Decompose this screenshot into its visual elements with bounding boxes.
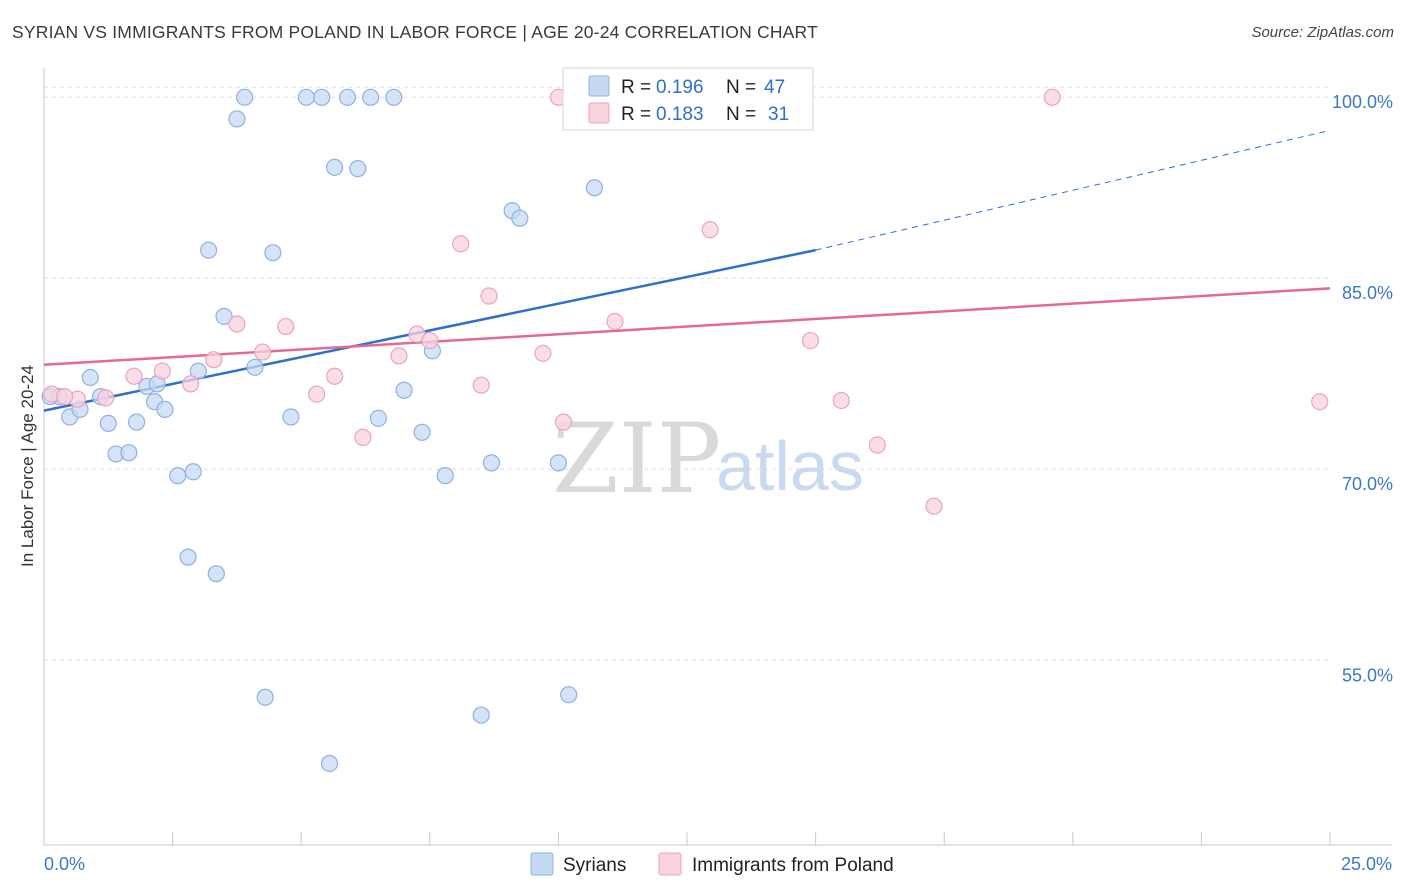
syrians-trend-extension xyxy=(815,129,1331,251)
legend-label-syrians: Syrians xyxy=(563,855,626,876)
syrians-point xyxy=(326,158,344,176)
syrians-point xyxy=(120,444,138,462)
stats-legend: R = 0.196 N = 47 R = 0.183 N = 31 xyxy=(562,67,814,131)
poland-point xyxy=(606,312,624,331)
poland-point xyxy=(801,331,820,350)
syrians-point xyxy=(215,307,233,325)
syrians-point xyxy=(369,409,387,427)
y-tick-label: 85.0% xyxy=(1342,283,1393,303)
x-tick-labels: 0.0% 25.0% xyxy=(44,854,1392,874)
stats-legend-n-value-1: 47 xyxy=(764,77,785,98)
syrians-point xyxy=(81,368,99,387)
poland-point xyxy=(1311,393,1329,411)
poland-point xyxy=(472,376,490,394)
syrians-point xyxy=(207,565,225,583)
x-tick-label-max: 25.0% xyxy=(1341,854,1392,874)
y-tick-label: 100.0% xyxy=(1332,92,1393,112)
stats-legend-r-value-2: 0.183 xyxy=(656,104,704,125)
watermark: ZIP atlas xyxy=(552,403,864,515)
stats-legend-r-label-1: R = xyxy=(621,77,651,98)
trend-lines xyxy=(43,129,1331,412)
syrians-point xyxy=(413,423,431,441)
syrians-point xyxy=(189,362,207,380)
poland-point xyxy=(153,362,171,380)
y-tick-label: 70.0% xyxy=(1342,474,1393,494)
syrians-trend-line xyxy=(43,248,816,412)
syrians-point xyxy=(320,754,339,773)
syrians-point xyxy=(200,241,218,259)
syrians-point xyxy=(228,110,246,128)
poland-point xyxy=(554,413,573,431)
chart-title: SYRIAN VS IMMIGRANTS FROM POLAND IN LABO… xyxy=(12,22,818,42)
poland-point xyxy=(354,428,372,446)
syrians-point xyxy=(99,414,117,432)
syrians-point xyxy=(246,358,264,376)
poland-point xyxy=(534,344,552,362)
poland-point xyxy=(701,221,719,239)
axes xyxy=(43,68,1392,846)
syrians-point xyxy=(313,88,331,106)
poland-point xyxy=(277,317,295,336)
poland-point xyxy=(421,331,439,350)
syrians-point xyxy=(472,706,490,724)
series-legend: Syrians Immigrants from Poland xyxy=(530,852,894,876)
syrians-point xyxy=(256,688,274,706)
syrians-point xyxy=(560,686,578,704)
legend-swatch-syrians xyxy=(530,852,554,876)
poland-point xyxy=(308,385,326,403)
poland-point xyxy=(925,497,943,515)
syrians-point xyxy=(156,400,174,418)
syrians-point xyxy=(127,413,146,431)
syrians-point xyxy=(169,467,187,485)
syrians-point xyxy=(179,548,197,566)
poland-point xyxy=(228,315,246,333)
poland-point xyxy=(480,287,498,305)
watermark-atlas: atlas xyxy=(716,427,864,505)
stats-legend-n-value-2: 31 xyxy=(768,104,789,125)
syrians-point xyxy=(549,454,568,472)
poland-point xyxy=(1043,88,1061,106)
stats-legend-n-label-2: N = xyxy=(726,104,756,125)
syrians-point xyxy=(338,88,357,106)
stats-legend-swatch-syrians xyxy=(588,75,610,97)
syrians-point xyxy=(436,467,454,485)
poland-point xyxy=(868,436,886,454)
poland-point xyxy=(97,389,115,407)
stats-legend-n-label-1: N = xyxy=(726,77,756,98)
poland-point xyxy=(832,391,850,410)
syrians-point xyxy=(385,88,403,106)
syrians-point xyxy=(184,463,202,481)
legend-swatch-poland xyxy=(658,852,682,876)
x-tick-label-min: 0.0% xyxy=(44,854,85,874)
syrians-point xyxy=(264,244,282,262)
stats-legend-r-label-2: R = xyxy=(621,104,651,125)
syrians-point xyxy=(482,454,501,472)
syrians-point xyxy=(282,408,300,426)
poland-point xyxy=(125,367,143,385)
syrians-point xyxy=(236,88,254,106)
stats-legend-swatch-poland xyxy=(588,102,610,124)
poland-point xyxy=(390,347,408,365)
source-label: Source: ZipAtlas.com xyxy=(1251,24,1394,41)
stats-legend-r-value-1: 0.196 xyxy=(656,77,704,98)
watermark-zip: ZIP xyxy=(552,403,721,515)
poland-point xyxy=(205,351,223,369)
syrians-point xyxy=(511,209,529,227)
y-tick-label: 55.0% xyxy=(1342,665,1393,685)
syrians-point xyxy=(362,88,380,106)
poland-point xyxy=(254,343,272,361)
legend-label-poland: Immigrants from Poland xyxy=(692,855,894,876)
poland-point xyxy=(326,367,344,385)
syrians-point xyxy=(585,179,604,197)
poland-point xyxy=(452,235,470,253)
y-tick-labels: 55.0% 70.0% 85.0% 100.0% xyxy=(1332,92,1393,685)
syrians-point xyxy=(395,381,413,399)
syrians-point xyxy=(349,160,367,178)
poland-point xyxy=(55,388,74,406)
poland-point xyxy=(182,375,200,393)
data-points xyxy=(41,88,1329,773)
syrians-point xyxy=(297,88,315,106)
